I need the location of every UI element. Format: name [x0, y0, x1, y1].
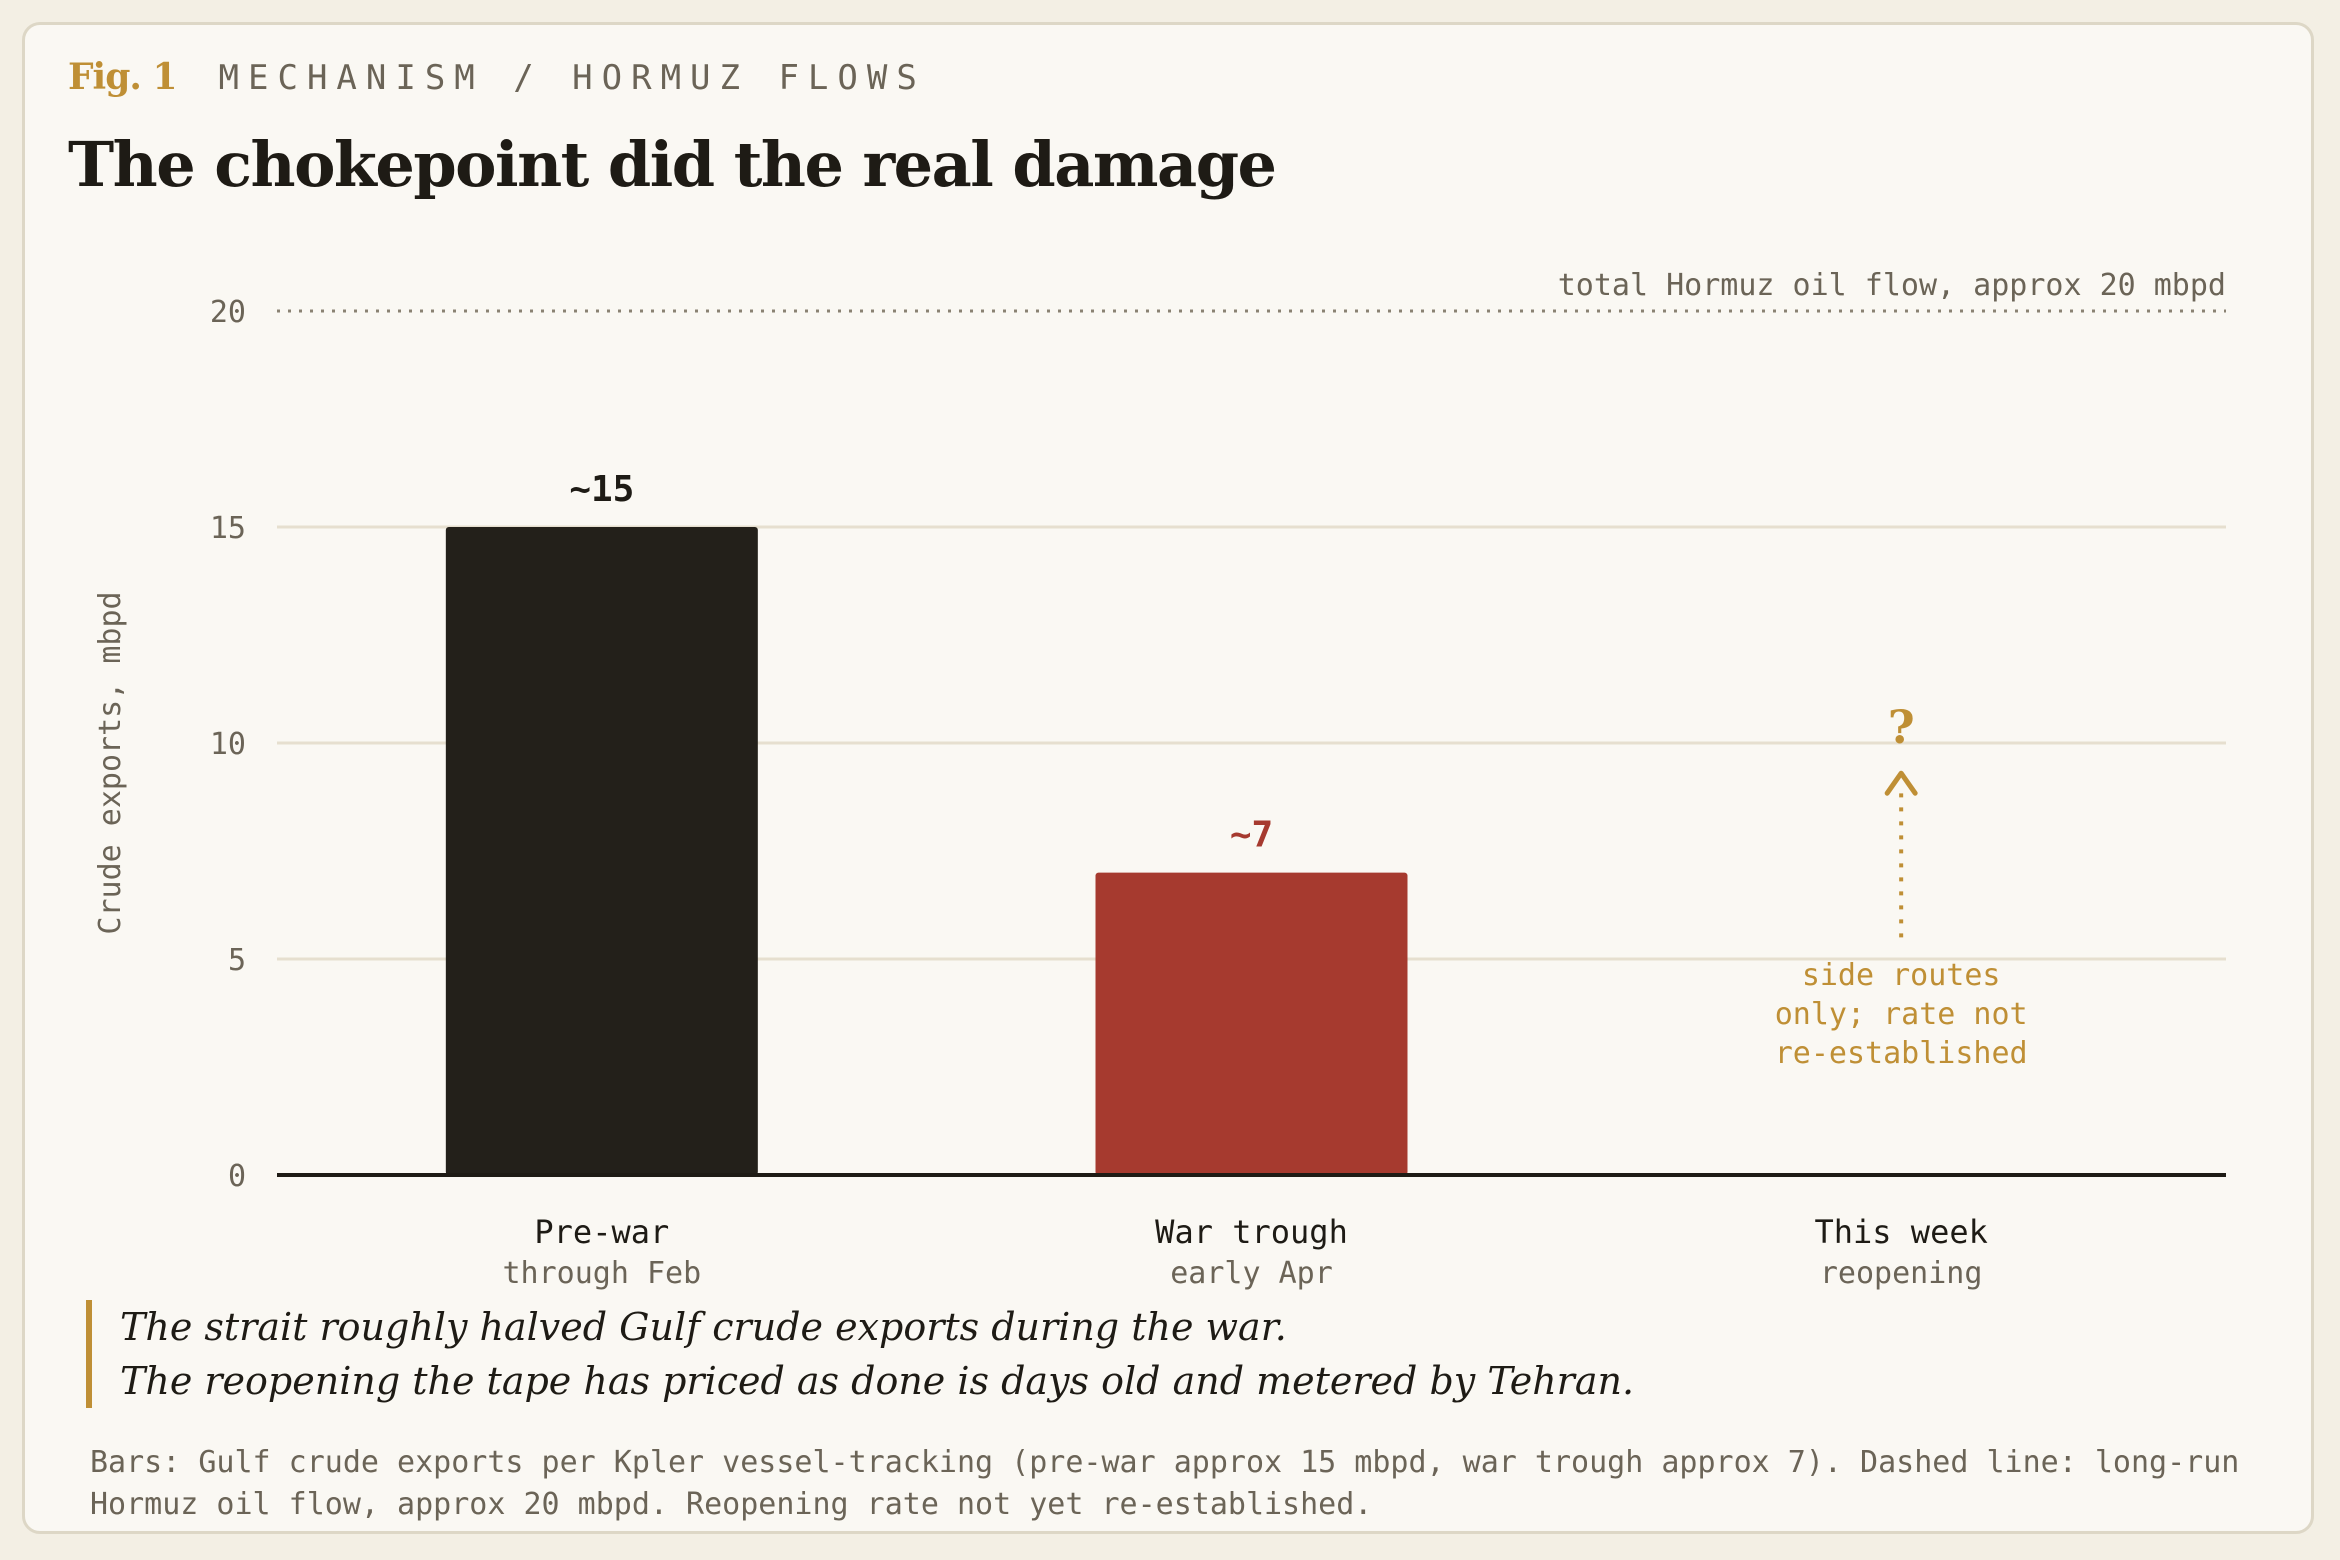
- annotation-arrow-head: [1884, 770, 1918, 796]
- y-tick-label: 15: [210, 511, 246, 546]
- pull-quote: The strait roughly halved Gulf crude exp…: [86, 1300, 1634, 1408]
- y-tick-label: 20: [210, 295, 246, 330]
- pull-quote-line-1: The strait roughly halved Gulf crude exp…: [120, 1305, 1287, 1349]
- question-mark: ?: [1888, 700, 1915, 754]
- x-axis-categories: Pre-war through Feb War trough early Apr Thi…: [502, 1213, 1987, 1291]
- category-label: Pre-war: [534, 1213, 669, 1251]
- category-label: This week: [1814, 1213, 1987, 1251]
- category-sublabel: reopening: [1820, 1256, 1983, 1291]
- bar-chart: 0 5 10 15 20 Crude exports, mbpd total Hormu…: [93, 268, 2226, 1291]
- section-label: MECHANISM / HORMUZ FLOWS: [218, 58, 926, 98]
- annotation-note-line: side routes: [1802, 958, 2001, 993]
- bar-war-trough: [1095, 872, 1408, 1175]
- annotation-note-line: re-established: [1775, 1036, 2028, 1071]
- figure-card: [22, 22, 2314, 1534]
- bar-value-label: ~15: [569, 469, 634, 510]
- annotation-note-line: only; rate not: [1775, 997, 2028, 1032]
- y-tick-label: 10: [210, 727, 246, 762]
- pull-quote-line-2: The reopening the tape has priced as don…: [120, 1359, 1635, 1403]
- category-label: War trough: [1155, 1213, 1348, 1251]
- category-sublabel: through Feb: [502, 1256, 701, 1291]
- bar-pre-war: [445, 527, 758, 1175]
- y-tick-label: 0: [228, 1159, 246, 1194]
- y-tick-label: 5: [228, 943, 246, 978]
- figure-kicker: Fig. 1 MECHANISM / HORMUZ FLOWS: [68, 56, 926, 98]
- reference-line-label: total Hormuz oil flow, approx 20 mbpd: [1558, 268, 2226, 303]
- y-axis-ticks: 0 5 10 15 20: [210, 295, 246, 1194]
- reopening-annotation: ? side routes only; rate not re-established: [1775, 700, 2028, 1071]
- source-note: Bars: Gulf crude exports per Kpler vesse…: [90, 1445, 2240, 1522]
- category-sublabel: early Apr: [1170, 1256, 1333, 1291]
- bar-value-label: ~7: [1230, 815, 1273, 856]
- y-axis-label: Crude exports, mbpd: [93, 591, 128, 934]
- bars: ~15 ~7: [445, 469, 1408, 1175]
- reference-line-group: total Hormuz oil flow, approx 20 mbpd: [277, 268, 2226, 313]
- figure-number: Fig. 1: [68, 56, 178, 98]
- chart-title: The chokepoint did the real damage: [68, 128, 1277, 201]
